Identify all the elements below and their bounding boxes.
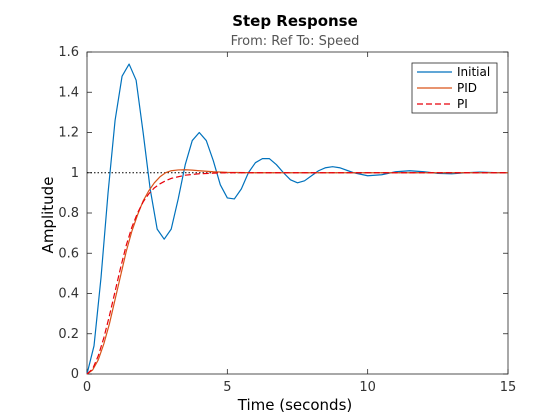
x-tick-label: 15	[500, 380, 517, 395]
y-tick-label: 0.8	[58, 206, 79, 221]
legend-label-pi: PI	[457, 97, 468, 111]
y-tick-label: 1	[71, 166, 79, 181]
y-tick-label: 1.2	[58, 126, 79, 141]
y-tick-label: 0.2	[58, 327, 79, 342]
legend-label-pid: PID	[457, 81, 477, 95]
x-tick-label: 5	[223, 380, 231, 395]
y-axis-label: Amplitude	[39, 177, 57, 254]
y-tick-label: 0.6	[58, 246, 79, 261]
series-line-pid	[86, 169, 508, 375]
legend-label-initial: Initial	[457, 65, 490, 79]
plot-area: 0 5 10 15 0 0.2 0.4 0.6 0.8 1 1.2 1.4 1.6 Initial PID P…	[58, 45, 516, 395]
series-line-pi	[86, 172, 508, 375]
y-tick-label: 0.4	[58, 287, 79, 302]
x-tick-label: 10	[359, 380, 376, 395]
series-line-initial	[86, 63, 509, 375]
y-tick-label: 1.4	[58, 85, 79, 100]
y-tick-label: 0	[71, 367, 79, 382]
x-axis-label: Time (seconds)	[237, 396, 353, 414]
chart-subtitle: From: Ref To: Speed	[231, 34, 360, 49]
x-tick-label: 0	[83, 380, 91, 395]
y-tick-label: 1.6	[58, 45, 79, 60]
chart-title: Step Response	[232, 12, 358, 30]
